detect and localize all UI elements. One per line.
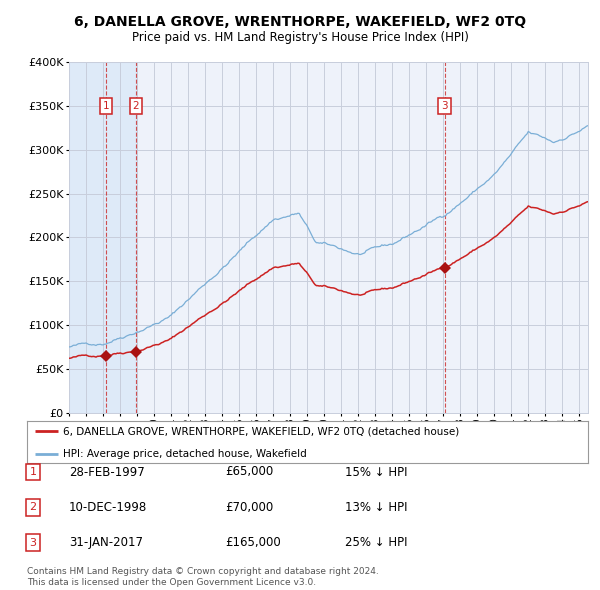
Text: 1: 1	[29, 467, 37, 477]
Text: 6, DANELLA GROVE, WRENTHORPE, WAKEFIELD, WF2 0TQ (detached house): 6, DANELLA GROVE, WRENTHORPE, WAKEFIELD,…	[64, 427, 460, 436]
Text: 3: 3	[442, 101, 448, 111]
Text: Contains HM Land Registry data © Crown copyright and database right 2024.: Contains HM Land Registry data © Crown c…	[27, 566, 379, 576]
Text: £165,000: £165,000	[225, 536, 281, 549]
Text: This data is licensed under the Open Government Licence v3.0.: This data is licensed under the Open Gov…	[27, 578, 316, 588]
Text: 2: 2	[29, 503, 37, 512]
Text: 31-JAN-2017: 31-JAN-2017	[69, 536, 143, 549]
Text: 3: 3	[29, 538, 37, 548]
Text: 6, DANELLA GROVE, WRENTHORPE, WAKEFIELD, WF2 0TQ: 6, DANELLA GROVE, WRENTHORPE, WAKEFIELD,…	[74, 15, 526, 29]
Text: 1: 1	[103, 101, 109, 111]
Text: HPI: Average price, detached house, Wakefield: HPI: Average price, detached house, Wake…	[64, 449, 307, 459]
Text: 25% ↓ HPI: 25% ↓ HPI	[345, 536, 407, 549]
Text: £70,000: £70,000	[225, 501, 273, 514]
Text: 15% ↓ HPI: 15% ↓ HPI	[345, 466, 407, 478]
Text: Price paid vs. HM Land Registry's House Price Index (HPI): Price paid vs. HM Land Registry's House …	[131, 31, 469, 44]
Text: 28-FEB-1997: 28-FEB-1997	[69, 466, 145, 478]
Text: 13% ↓ HPI: 13% ↓ HPI	[345, 501, 407, 514]
Bar	[69, 62, 136, 413]
Text: £65,000: £65,000	[225, 466, 273, 478]
Text: 2: 2	[133, 101, 139, 111]
Text: 10-DEC-1998: 10-DEC-1998	[69, 501, 147, 514]
